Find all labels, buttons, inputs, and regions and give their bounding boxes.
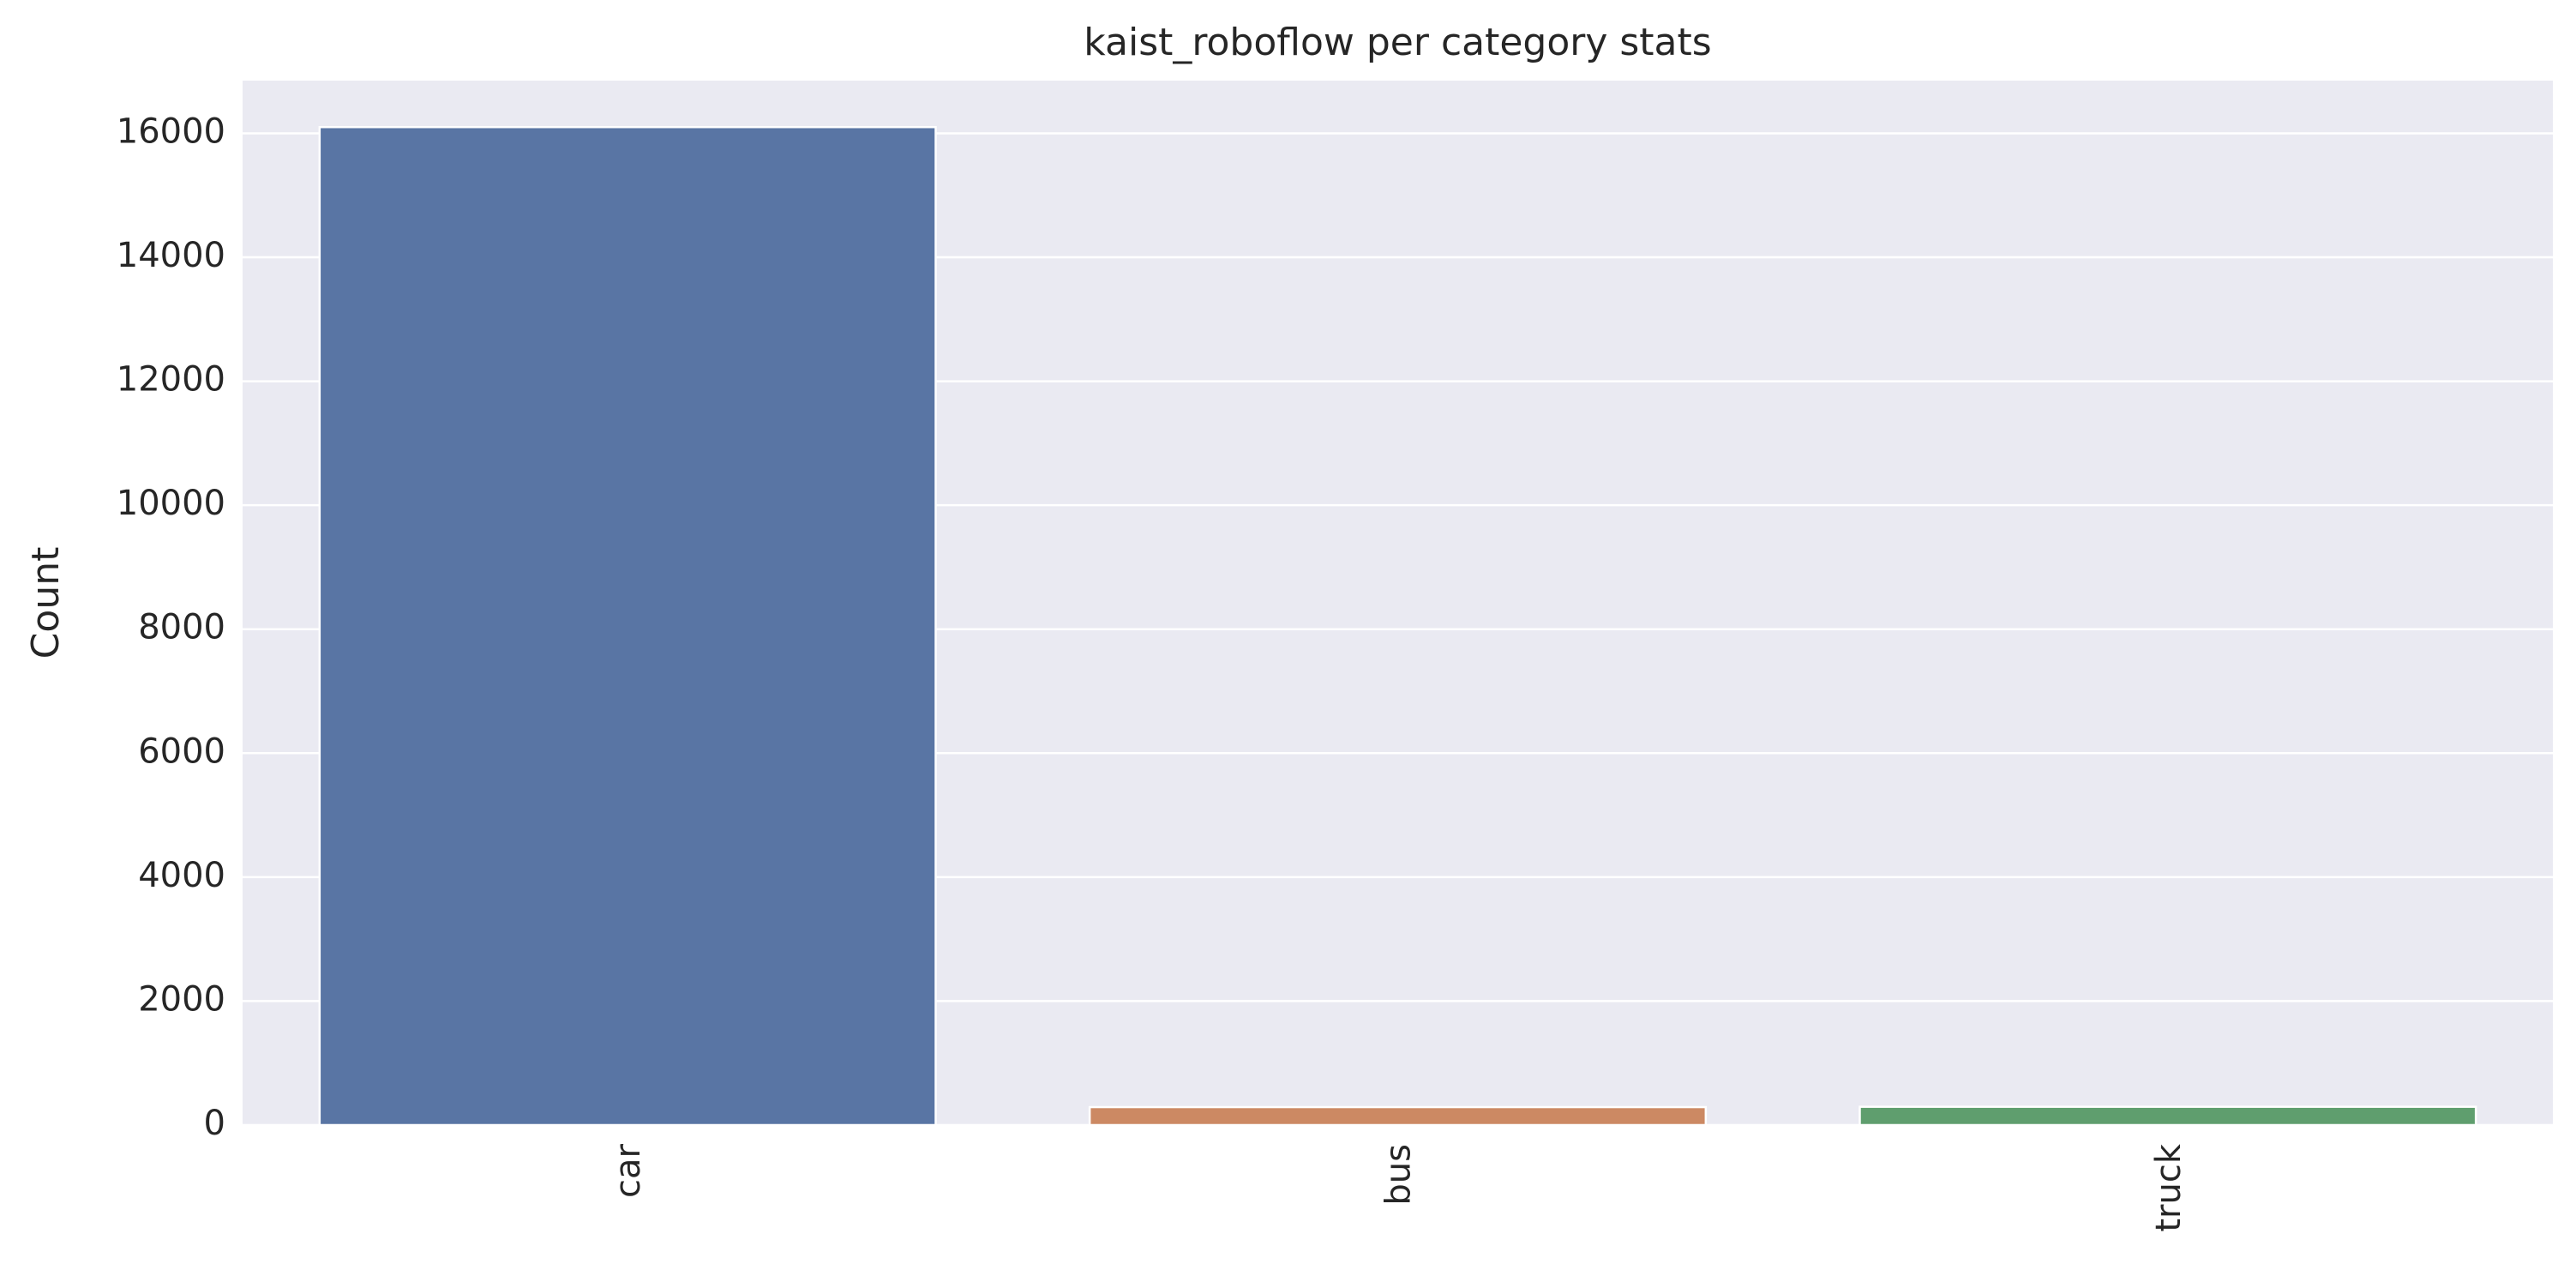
chart-title: kaist_roboflow per category stats <box>1084 21 1711 64</box>
y-tick-label: 12000 <box>117 360 225 400</box>
y-tick-label: 16000 <box>117 111 225 151</box>
x-tick-label: bus <box>1379 1144 1419 1206</box>
y-tick-label: 2000 <box>138 979 225 1019</box>
y-tick-label: 4000 <box>138 856 225 895</box>
y-tick-label: 10000 <box>117 484 225 523</box>
bar-truck <box>1858 1105 2477 1127</box>
x-tick-label: truck <box>2149 1143 2189 1231</box>
y-tick-label: 14000 <box>117 236 225 275</box>
bar-car <box>318 125 937 1127</box>
y-tick-label: 0 <box>204 1104 225 1143</box>
bars <box>318 125 2477 1127</box>
bar-bus <box>1088 1105 1708 1127</box>
y-tick-label: 8000 <box>138 608 225 647</box>
x-tick-label: car <box>609 1143 648 1198</box>
x-axis-ticks: car bus truck <box>609 1143 2189 1231</box>
y-axis-ticks: 0 2000 4000 6000 8000 10000 12000 14000 16000 <box>117 111 225 1143</box>
y-axis-label: Count <box>24 547 68 659</box>
y-tick-label: 6000 <box>138 731 225 771</box>
